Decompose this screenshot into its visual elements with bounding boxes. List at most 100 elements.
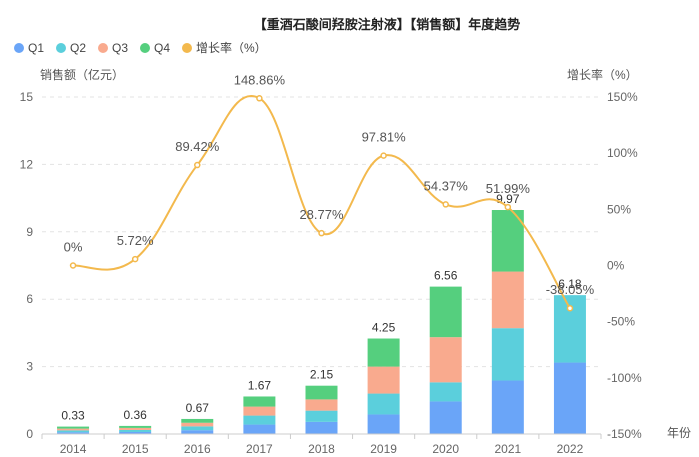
total-label-2014: 0.33 [61,409,85,423]
y2-tick-label: -150% [607,427,642,441]
x-tick-label: 2019 [370,442,397,456]
bar-q3-2018 [305,399,338,411]
growth-line-series: 0% 5.72% 89.42% 148.86% 28.77% 97.81% 54.37% 51… [64,72,595,312]
x-tick-label: 2016 [184,442,211,456]
bar-q4-2017 [243,396,276,407]
y-axis-title: 销售额（亿元） [40,67,124,82]
x-tick-label: 2022 [557,442,584,456]
total-labels: 0.33 0.36 0.671.672.154.256.569.976.18 [61,192,582,423]
legend-marker-1 [14,43,24,53]
legend-marker-5 [182,43,192,53]
bar-q2-2016 [181,426,214,431]
growth-label-2022: -38.05% [546,282,595,297]
bar-q4-2019 [367,338,400,367]
x-tick-label: 2021 [494,442,521,456]
bar-q2-2014 [57,430,90,433]
legend: Q1 Q2 Q3 Q4 增长率（%） [14,40,267,55]
bar-q1-2019 [367,414,400,434]
y2-tick-label: 0% [607,259,625,273]
y2-axis: -150% -100% -50% 0% 50% 100% 150% [607,90,642,441]
bar-q4-2020 [429,286,462,338]
growth-label-2020: 54.37% [424,178,469,193]
bar-q2-2020 [429,382,462,402]
bar-q4-2021 [491,210,524,272]
growth-label-2019: 97.81% [362,130,407,145]
bar-q3-2019 [367,366,400,394]
legend-label-3: Q3 [112,41,128,55]
bar-q1-2022 [553,362,586,434]
total-label-2019: 4.25 [372,321,396,335]
growth-point-2014 [69,262,77,269]
growth-point-2019 [380,152,387,159]
x-tick-label: 2017 [246,442,273,456]
y2-tick-label: -100% [607,371,642,385]
growth-label-2016: 89.42% [175,139,220,154]
bar-q3-2014 [57,428,90,431]
growth-label-2018: 28.77% [299,207,344,222]
bar-q2-2018 [305,410,338,422]
growth-label-2017: 148.86% [234,72,286,87]
y2-tick-label: 50% [607,202,631,216]
growth-point-2016 [194,161,201,169]
total-label-2016: 0.67 [186,401,210,415]
y-tick-label: 15 [20,90,34,104]
growth-label-2014: 0% [64,240,83,255]
bar-q2-2015 [119,429,152,432]
bar-q2-2017 [243,415,276,425]
legend-label-5: 增长率（%） [196,40,267,55]
growth-point-2018 [318,229,325,237]
y-tick-label: 9 [26,225,33,239]
legend-label-1: Q1 [28,41,44,55]
y-tick-label: 12 [20,157,34,171]
bar-q4-2014 [57,426,90,429]
legend-marker-2 [56,43,66,53]
total-label-2017: 1.67 [248,378,272,392]
bar-q1-2017 [243,424,276,434]
legend-marker-4 [140,43,150,53]
bar-q4-2015 [119,425,152,428]
x-tick-label: 2018 [308,442,335,456]
y-tick-label: 3 [26,360,33,374]
bar-q3-2020 [429,337,462,383]
bar-q3-2017 [243,406,276,416]
bar-series [57,210,586,434]
y2-axis-title: 增长率（%） [567,67,638,82]
growth-label-2015: 5.72% [117,233,154,248]
y-tick-label: 6 [26,292,33,306]
total-label-2022: 6.18 [558,277,582,291]
chart-title: 【重酒石酸间羟胺注射液】【销售额】年度趋势 [254,17,521,32]
legend-marker-3 [98,43,108,53]
total-label-2020: 6.56 [434,269,458,283]
x-tick-label: 2015 [122,442,149,456]
growth-point-2022 [566,304,574,312]
bar-q1-2021 [491,380,524,434]
y-axis: 0 3 6 9 12 15 [20,90,34,441]
legend-label-4: Q4 [154,41,170,55]
bar-q4-2016 [181,418,214,423]
growth-point-2015 [131,255,139,263]
growth-point-2017 [256,95,263,102]
y2-tick-label: 150% [607,90,638,104]
y2-tick-label: 100% [607,146,638,160]
bar-q3-2021 [491,271,524,329]
x-tick-label: 2020 [432,442,459,456]
bar-q1-2020 [429,401,462,434]
bar-q4-2018 [305,385,338,400]
total-label-2018: 2.15 [310,368,334,382]
bar-q2-2019 [367,393,400,415]
y-tick-label: 0 [26,427,33,441]
legend-label-2: Q2 [70,41,86,55]
growth-label-2021: 51.99% [486,181,531,196]
total-label-2015: 0.36 [123,408,147,422]
y2-tick-label: -50% [607,315,635,329]
bar-q3-2016 [181,422,214,427]
bar-q1-2016 [181,430,214,434]
bar-q1-2018 [305,421,338,434]
x-axis: 2014 2015 2016 2017 2018 2019 2020 2021 2022 [41,433,602,456]
bar-q1-2015 [119,431,152,434]
bar-q2-2021 [491,328,524,381]
bar-q1-2014 [57,432,90,434]
growth-point-2020 [442,201,449,208]
x-axis-title: 年份 [667,426,691,440]
